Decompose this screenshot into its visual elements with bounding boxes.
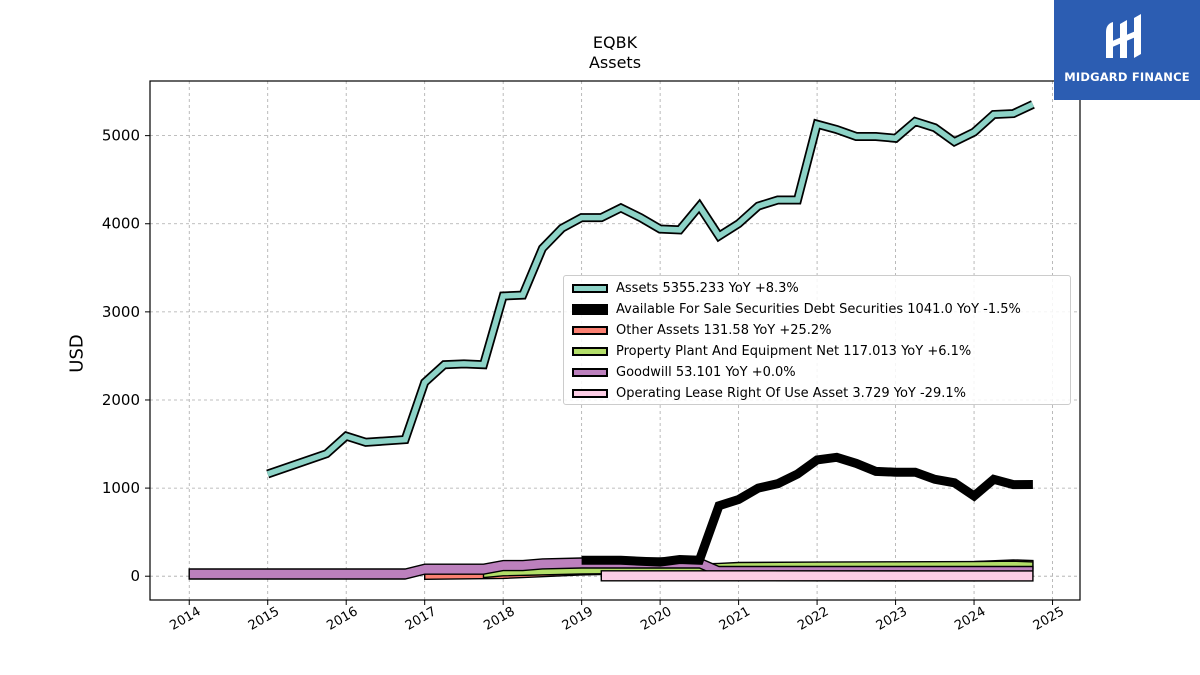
legend-label: Assets 5355.233 YoY +8.3% — [616, 280, 799, 296]
y-tick-label: 1000 — [102, 479, 140, 497]
legend-label: Operating Lease Right Of Use Asset 3.729… — [616, 385, 966, 401]
x-tick-label: 2018 — [481, 604, 517, 634]
x-tick-label: 2021 — [717, 604, 753, 634]
legend-item-ppe: Property Plant And Equipment Net 117.013… — [572, 342, 971, 360]
legend-swatch-goodwill — [572, 367, 608, 377]
legend-swatch-other-assets — [572, 325, 608, 335]
legend-swatch-assets — [572, 283, 608, 293]
midgard-logo-icon — [1106, 14, 1141, 58]
y-axis-ticks: 0 1000 2000 3000 4000 5000 — [102, 127, 150, 585]
x-tick-label: 2019 — [560, 604, 596, 634]
x-tick-label: 2015 — [246, 604, 282, 634]
x-axis-ticks: 2014 2015 2016 2017 2018 2019 2020 2021 2022 2023… — [167, 600, 1067, 634]
y-tick-label: 2000 — [102, 391, 140, 409]
y-tick-label: 3000 — [102, 303, 140, 321]
y-axis-label: USD — [66, 334, 88, 373]
y-tick-label: 4000 — [102, 215, 140, 233]
series-line-assets — [266, 101, 1035, 477]
x-tick-label: 2020 — [638, 604, 674, 634]
x-tick-label: 2024 — [952, 604, 988, 634]
x-tick-label: 2025 — [1031, 604, 1067, 634]
x-tick-label: 2016 — [324, 604, 360, 634]
series-lines — [266, 100, 1035, 567]
chart-title: EQBK — [592, 33, 638, 52]
legend-item-assets: Assets 5355.233 YoY +8.3% — [572, 279, 799, 297]
legend-swatch-lease-asset — [572, 388, 608, 398]
legend-item-afs-securities: Available For Sale Securities Debt Secur… — [572, 300, 1021, 318]
legend-item-lease-asset: Operating Lease Right Of Use Asset 3.729… — [572, 384, 966, 402]
legend-label: Available For Sale Securities Debt Secur… — [616, 301, 1021, 317]
legend-swatch-afs-securities — [572, 303, 608, 315]
series-line-afs-securities — [581, 452, 1033, 567]
legend: Assets 5355.233 YoY +8.3% Available For … — [563, 275, 1071, 405]
series-bands — [188, 557, 1034, 582]
series-band-5 — [600, 570, 1034, 582]
legend-item-goodwill: Goodwill 53.101 YoY +0.0% — [572, 363, 796, 381]
x-tick-label: 2022 — [795, 604, 831, 634]
y-tick-label: 5000 — [102, 127, 140, 145]
legend-label: Property Plant And Equipment Net 117.013… — [616, 343, 972, 359]
legend-label: Other Assets 131.58 YoY +25.2% — [616, 322, 832, 338]
x-tick-label: 2014 — [167, 604, 203, 634]
brand-logo: MIDGARD FINANCE — [1054, 0, 1200, 100]
chart-subtitle: Assets — [588, 53, 642, 72]
legend-swatch-ppe — [572, 346, 608, 356]
plot-frame — [149, 80, 1081, 601]
brand-logo-text: MIDGARD FINANCE — [1064, 70, 1190, 84]
x-tick-label: 2017 — [403, 604, 439, 634]
y-tick-label: 0 — [130, 567, 140, 585]
legend-label: Goodwill 53.101 YoY +0.0% — [616, 364, 796, 380]
x-tick-label: 2023 — [874, 604, 910, 634]
legend-item-other-assets: Other Assets 131.58 YoY +25.2% — [572, 321, 832, 339]
